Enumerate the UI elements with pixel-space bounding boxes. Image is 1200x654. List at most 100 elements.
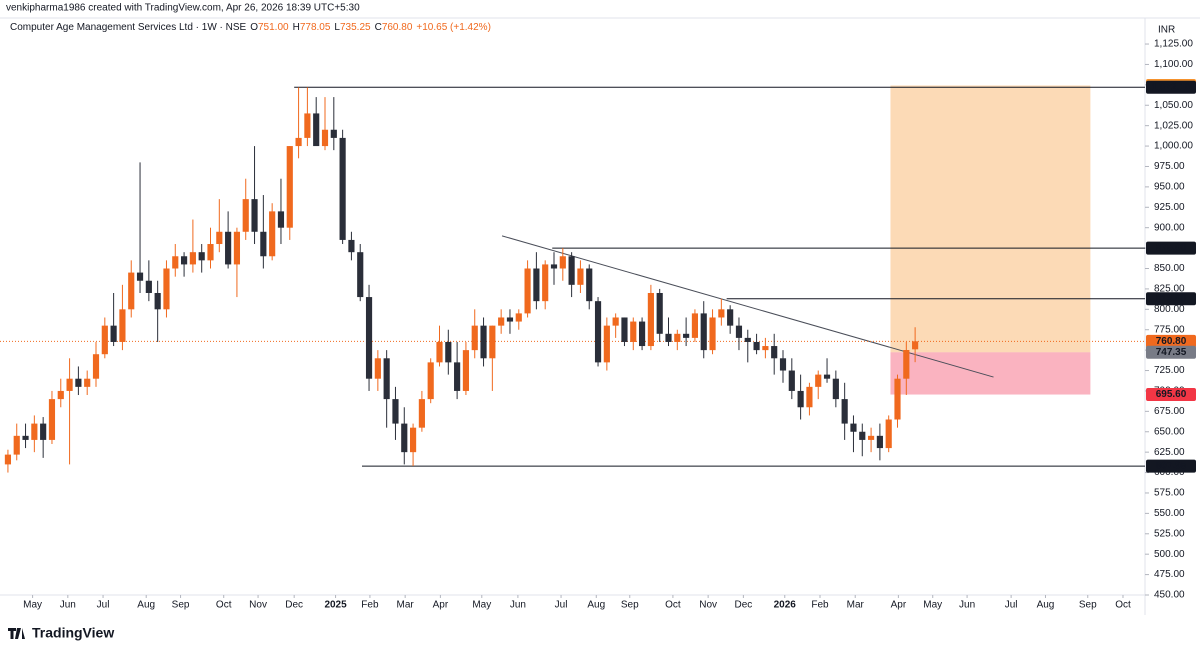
- candle-body: [700, 313, 707, 351]
- price-label-bg: [1146, 345, 1196, 359]
- legend-value: 751.00: [258, 22, 289, 33]
- chart-title: Computer Age Management Services Ltd · 1…: [10, 22, 491, 33]
- x-tick-label: Aug: [1037, 600, 1055, 611]
- y-tick-label: 950.00: [1154, 182, 1185, 193]
- x-tick-label: 2026: [774, 600, 797, 611]
- y-tick-label: 1,000.00: [1154, 141, 1193, 152]
- y-tick-label: 450.00: [1154, 590, 1185, 601]
- candle-body: [180, 256, 188, 265]
- candle-body: [225, 231, 232, 265]
- y-tick-label: 650.00: [1154, 426, 1185, 437]
- candle-body: [735, 325, 743, 338]
- header: venkipharma1986 created with TradingView…: [6, 3, 360, 14]
- candle-body: [594, 301, 602, 363]
- price-label-bg: [1146, 334, 1196, 348]
- y-tick-label: 1,050.00: [1154, 100, 1193, 111]
- candle-body: [260, 231, 267, 257]
- title: Computer Age Management Services Ltd · 1…: [10, 22, 247, 33]
- candle-body: [691, 313, 699, 338]
- candle-body: [321, 129, 329, 147]
- candle-body: [744, 337, 751, 342]
- y-tick-label: 575.00: [1154, 488, 1185, 499]
- y-tick-label: 550.00: [1154, 508, 1185, 519]
- x-tick-label: Oct: [665, 600, 681, 611]
- y-tick-label: 600.00: [1154, 467, 1185, 478]
- x-tick-label: Sep: [1079, 600, 1097, 611]
- candle-body: [797, 390, 804, 408]
- candle-body: [154, 292, 161, 310]
- x-tick-label: Feb: [361, 600, 379, 611]
- y-tick-label: 775.00: [1154, 324, 1185, 335]
- price-label-bg: [1146, 241, 1196, 255]
- candle-body: [365, 297, 373, 379]
- candle-body: [665, 333, 672, 342]
- candle-body: [489, 325, 496, 359]
- candle-body: [4, 454, 12, 465]
- x-tick-label: Aug: [587, 600, 605, 611]
- y-tick-label: 925.00: [1154, 202, 1185, 213]
- legend-key: C: [375, 22, 382, 33]
- legend-value: 760.80: [382, 22, 413, 33]
- candle-body: [75, 378, 82, 387]
- x-tick-label: Jul: [1005, 600, 1018, 611]
- candle-body: [603, 325, 610, 363]
- candle-body: [779, 358, 787, 371]
- candle-body: [172, 256, 179, 269]
- logo: TradingView: [8, 625, 114, 641]
- x-tick-label: Dec: [734, 600, 752, 611]
- y-tick-label: 975.00: [1154, 161, 1185, 172]
- x-tick-label: Nov: [699, 600, 717, 611]
- x-tick-label: Sep: [621, 600, 639, 611]
- candle-body: [57, 390, 64, 400]
- candle-body: [876, 435, 883, 449]
- candle-body: [727, 309, 734, 326]
- candle-body: [198, 252, 205, 261]
- candle-body: [31, 423, 38, 440]
- y-tick-label: 825.00: [1154, 284, 1185, 295]
- candle-body: [445, 341, 452, 363]
- x-tick-label: Feb: [811, 600, 829, 611]
- candle-body: [903, 350, 910, 379]
- candle-body: [815, 374, 822, 387]
- candle-body: [577, 268, 584, 285]
- x-tick-label: Apr: [891, 600, 907, 611]
- candle-body: [550, 264, 558, 269]
- candle-body: [647, 292, 654, 347]
- legend-value: 735.25: [340, 22, 371, 33]
- candle-body: [304, 113, 311, 138]
- legend-key: H: [293, 22, 300, 33]
- price-label-bg: [1146, 292, 1196, 306]
- x-tick-label: May: [923, 600, 942, 611]
- candle-body: [383, 358, 390, 400]
- legend-value: +10.65 (+1.42%): [416, 22, 491, 33]
- x-tick-label: Jun: [510, 600, 526, 611]
- x-tick-label: Sep: [172, 600, 190, 611]
- y-tick-label: 725.00: [1154, 365, 1185, 376]
- price-label: 1,072.10: [1152, 82, 1191, 93]
- candle-body: [832, 378, 839, 400]
- price-label-bg: [1146, 459, 1196, 473]
- x-tick-label: Apr: [433, 600, 449, 611]
- candle-body: [718, 309, 725, 318]
- x-tick-label: May: [472, 600, 491, 611]
- candle-body: [145, 280, 152, 293]
- candle-body: [806, 386, 813, 408]
- candle-body: [506, 317, 514, 322]
- y-tick-label: 850.00: [1154, 263, 1185, 274]
- price-label-bg: [1146, 80, 1196, 94]
- candle-body: [163, 268, 170, 310]
- candle-body: [348, 239, 355, 253]
- x-tick-label: Jul: [97, 600, 110, 611]
- y-tick-label: 475.00: [1154, 569, 1185, 580]
- candle-body: [101, 325, 108, 355]
- candle-body: [841, 399, 848, 424]
- y-tick-label: 800.00: [1154, 304, 1185, 315]
- y-tick-label: 1,125.00: [1154, 39, 1193, 50]
- candle-body: [110, 325, 117, 342]
- candle-body: [128, 272, 135, 310]
- candle-body: [242, 199, 249, 232]
- candle-body: [638, 321, 646, 347]
- candle-body: [374, 358, 381, 379]
- y-tick-label: 675.00: [1154, 406, 1185, 417]
- price-label: 875.00: [1156, 243, 1187, 254]
